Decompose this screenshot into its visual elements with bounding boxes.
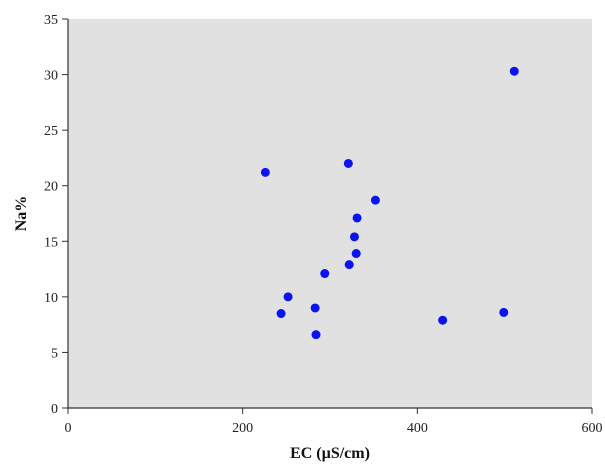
y-tick-label: 30 <box>44 69 58 84</box>
y-tick-label: 20 <box>44 180 58 195</box>
y-tick-label: 5 <box>51 346 58 361</box>
data-point <box>438 315 448 325</box>
data-point <box>370 195 380 205</box>
y-axis: 0 5 10 15 20 25 30 35 <box>44 13 68 417</box>
x-axis-title: EC (µS/cm) <box>290 445 370 462</box>
data-points <box>260 66 519 340</box>
data-point <box>509 66 519 76</box>
data-point <box>276 309 286 319</box>
plot-area <box>68 19 592 408</box>
data-point <box>283 292 293 302</box>
y-tick-label: 25 <box>44 124 58 139</box>
data-point <box>351 249 361 259</box>
y-tick-label: 35 <box>44 13 58 28</box>
data-point <box>343 158 353 168</box>
y-axis-title: Na% <box>13 196 30 232</box>
y-tick-label: 15 <box>44 235 58 250</box>
data-point <box>260 167 270 177</box>
x-tick-label: 0 <box>65 421 72 436</box>
x-tick-label: 600 <box>582 421 603 436</box>
data-point <box>310 303 320 313</box>
x-axis: 0 200 400 600 <box>65 408 603 436</box>
data-point <box>349 232 359 242</box>
data-point <box>344 260 354 270</box>
y-tick-label: 10 <box>44 291 58 306</box>
data-point <box>499 307 509 317</box>
x-tick-label: 200 <box>232 421 253 436</box>
x-tick-label: 400 <box>407 421 428 436</box>
data-point <box>320 269 330 279</box>
y-tick-label: 0 <box>51 402 58 417</box>
data-point <box>311 330 321 340</box>
data-point <box>352 213 362 223</box>
